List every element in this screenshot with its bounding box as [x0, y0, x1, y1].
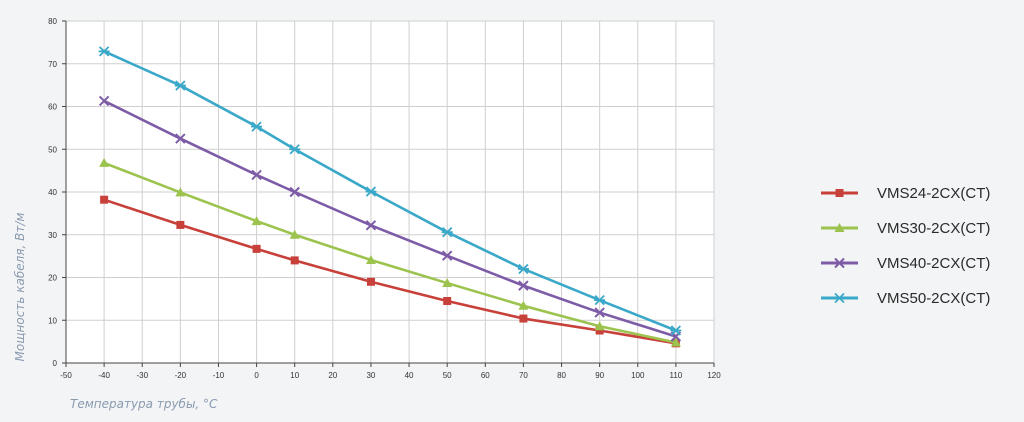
y-axis-title: Мощность кабеля, Вт/м	[13, 213, 27, 362]
data-point	[290, 256, 299, 265]
x-tick-label: 80	[557, 371, 566, 380]
data-point	[595, 326, 604, 335]
data-point	[99, 157, 110, 167]
data-point	[670, 325, 682, 336]
data-point	[100, 195, 109, 204]
y-tick-label: 60	[48, 103, 57, 112]
data-point	[594, 307, 605, 318]
y-tick-label: 0	[53, 359, 58, 368]
data-point	[365, 254, 376, 264]
series-2	[99, 157, 681, 347]
x-tick-label: 0	[254, 371, 259, 380]
legend-marker	[835, 189, 844, 197]
data-point	[251, 216, 262, 226]
data-point	[174, 80, 186, 91]
data-point	[519, 314, 528, 323]
x-tick-label: 40	[405, 371, 414, 380]
data-point	[252, 244, 261, 253]
data-point	[518, 280, 529, 291]
legend-label: VMS50-2CX(CT)	[877, 290, 990, 307]
data-point	[366, 277, 375, 286]
legend-label: VMS30-2CX(CT)	[877, 220, 990, 237]
y-tick-label: 50	[48, 145, 57, 154]
x-tick-label: 50	[443, 371, 452, 380]
data-point	[518, 300, 529, 310]
data-point	[98, 95, 110, 107]
y-tick-label: 70	[48, 60, 57, 69]
y-tick-label: 80	[48, 17, 57, 26]
x-tick-label: 70	[519, 371, 528, 380]
series-group	[98, 46, 682, 348]
x-tick-label: 30	[366, 371, 375, 380]
data-point	[365, 186, 377, 197]
legend-item: VMS24-2CX(CT)	[821, 185, 990, 202]
legend-marker	[834, 292, 845, 304]
data-point	[517, 263, 529, 275]
x-tick-labels: -50 -40 -30 -20 -10 0 10 20 30 40 50 60 70 80 90 100 110…	[60, 371, 721, 380]
y-tick-label: 10	[48, 316, 57, 325]
legend-marker	[834, 257, 845, 269]
data-point	[289, 186, 300, 198]
legend-label: VMS40-2CX(CT)	[877, 255, 990, 272]
y-tick-label: 40	[48, 188, 57, 197]
data-point	[289, 229, 300, 239]
x-tick-label: 90	[595, 371, 604, 380]
data-point	[670, 337, 681, 347]
data-point	[365, 220, 377, 231]
legend-marker	[834, 223, 845, 232]
data-point	[441, 250, 453, 261]
y-tick-label: 20	[48, 274, 57, 283]
data-point	[594, 321, 605, 331]
legend-item: VMS30-2CX(CT)	[821, 220, 990, 237]
data-point	[175, 133, 186, 144]
data-point	[442, 278, 453, 288]
legend-item: VMS50-2CX(CT)	[821, 290, 990, 307]
x-tick-label: 100	[631, 371, 645, 380]
x-tick-label: 110	[669, 371, 682, 380]
legend-label: VMS24-2CX(CT)	[877, 185, 990, 202]
data-point	[289, 144, 301, 155]
data-point	[441, 227, 453, 238]
x-axis-title: Температура трубы, °C	[70, 397, 218, 411]
data-point	[251, 169, 262, 181]
data-point	[251, 121, 263, 132]
x-tick-label: 120	[707, 371, 721, 380]
series-4	[98, 46, 682, 336]
legend-item: VMS40-2CX(CT)	[821, 255, 990, 272]
data-point	[175, 187, 186, 197]
x-tick-label: -40	[98, 371, 110, 380]
x-tick-label: -20	[175, 371, 187, 380]
x-tick-label: 20	[328, 371, 337, 380]
x-tick-label: -50	[60, 371, 72, 380]
data-point	[443, 297, 452, 306]
x-tick-label: -10	[213, 371, 225, 380]
data-point	[176, 220, 185, 229]
x-tick-label: 60	[481, 371, 490, 380]
axes	[62, 20, 715, 367]
x-tick-label: -30	[136, 371, 148, 380]
y-tick-labels: 0 10 20 30 40 50 60 70 80	[48, 17, 57, 368]
data-point	[98, 46, 110, 57]
legend: VMS24-2CX(CT) VMS30-2CX(CT) VMS40-2CX(CT) V…	[821, 185, 990, 307]
data-point	[594, 295, 606, 306]
y-tick-label: 30	[48, 231, 57, 240]
x-tick-label: 10	[290, 371, 299, 380]
